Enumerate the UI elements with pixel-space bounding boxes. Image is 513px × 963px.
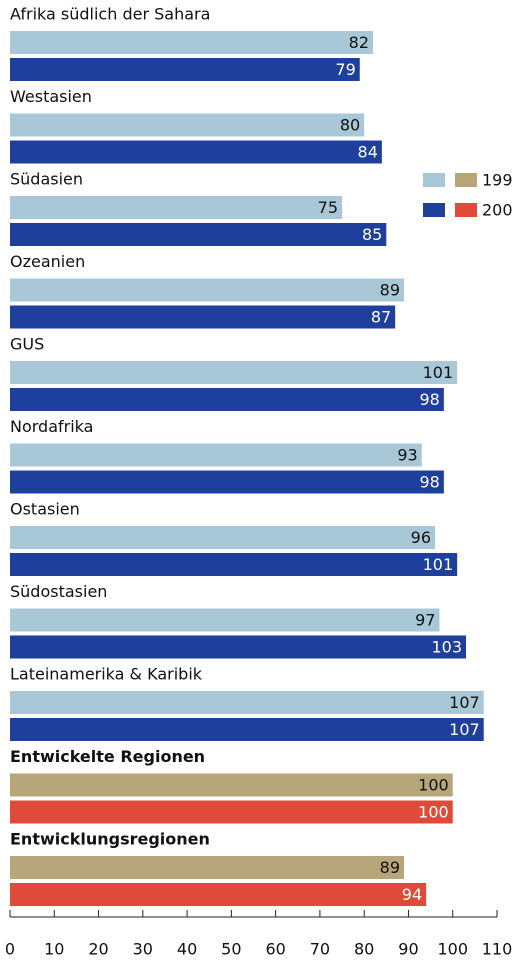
x-tick-label: 90: [398, 940, 418, 959]
value-label: 82: [349, 33, 369, 52]
value-label: 89: [380, 281, 400, 300]
x-tick-label: 40: [177, 940, 197, 959]
value-label: 75: [318, 198, 338, 217]
bar: [10, 608, 440, 632]
value-label: 101: [423, 555, 454, 574]
value-label: 87: [371, 308, 391, 327]
bar: [10, 800, 453, 824]
value-label: 107: [449, 693, 480, 712]
value-label: 107: [449, 720, 480, 739]
bar: [10, 58, 360, 81]
value-label: 100: [418, 803, 449, 822]
value-label: 100: [418, 776, 449, 795]
legend-swatch: [455, 203, 477, 217]
bar: [10, 31, 374, 54]
bar: [10, 113, 365, 137]
x-tick-label: 10: [44, 940, 64, 959]
category-label: Entwicklungsregionen: [10, 830, 210, 849]
bar: [10, 856, 405, 879]
category-label: Lateinamerika & Karibik: [10, 665, 203, 684]
value-label: 101: [423, 363, 454, 382]
bar: [10, 361, 458, 384]
value-label: 97: [415, 611, 435, 630]
legend-label: 1999: [482, 171, 513, 190]
x-tick-label: 80: [354, 940, 374, 959]
bar: [10, 388, 444, 411]
category-label: Nordafrika: [10, 417, 93, 436]
x-tick-label: 50: [221, 940, 241, 959]
bar: [10, 883, 427, 906]
bar: [10, 773, 453, 797]
legend-swatch: [423, 173, 445, 187]
bar: [10, 196, 343, 219]
bar: [10, 691, 484, 714]
value-label: 98: [420, 390, 440, 409]
bar: [10, 553, 458, 576]
value-label: 85: [362, 225, 382, 244]
legend-swatch: [455, 173, 477, 187]
category-label: Entwickelte Regionen: [10, 747, 205, 766]
value-label: 94: [402, 885, 422, 904]
value-label: 96: [411, 528, 431, 547]
category-label: Ostasien: [10, 500, 80, 519]
bar: [10, 443, 422, 467]
value-label: 84: [358, 143, 378, 162]
bar: [10, 278, 405, 302]
legend-label: 2007: [482, 201, 513, 220]
category-label: Südostasien: [10, 582, 107, 601]
x-tick-label: 0: [5, 940, 15, 959]
x-tick-label: 70: [310, 940, 330, 959]
x-tick-label: 30: [133, 940, 153, 959]
bar: [10, 223, 387, 246]
bar: [10, 470, 444, 494]
x-tick-label: 110: [482, 940, 513, 959]
value-label: 89: [380, 858, 400, 877]
bar: [10, 526, 436, 549]
bar: [10, 635, 467, 659]
x-tick-label: 20: [88, 940, 108, 959]
value-label: 79: [335, 60, 355, 79]
category-label: Westasien: [10, 87, 92, 106]
value-label: 80: [340, 116, 360, 135]
category-label: Afrika südlich der Sahara: [10, 5, 210, 24]
x-tick-label: 100: [437, 940, 468, 959]
bar: [10, 140, 382, 164]
bar: [10, 305, 396, 329]
value-label: 98: [420, 473, 440, 492]
x-tick-label: 60: [265, 940, 285, 959]
legend-swatch: [423, 203, 445, 217]
value-label: 93: [397, 446, 417, 465]
category-label: GUS: [10, 335, 44, 354]
category-label: Südasien: [10, 170, 83, 189]
category-label: Ozeanien: [10, 252, 85, 271]
value-label: 103: [431, 638, 462, 657]
bar: [10, 718, 484, 741]
